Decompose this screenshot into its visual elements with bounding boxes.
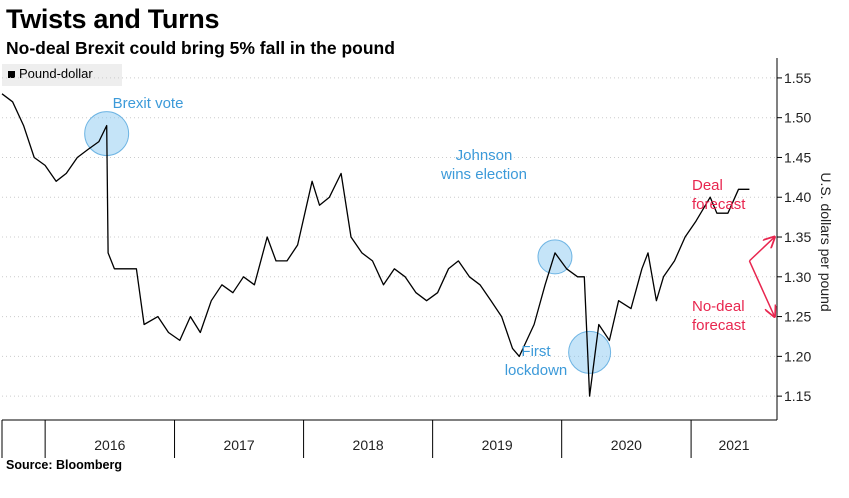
- no-deal-forecast-arrow: [748, 260, 774, 317]
- legend: [2, 64, 122, 86]
- x-tick-label: 2019: [482, 437, 513, 453]
- y-tick-label: 1.35: [784, 229, 811, 245]
- y-axis-label: U.S. dollars per pound: [818, 172, 834, 311]
- annotation-text: First: [521, 343, 551, 360]
- x-tick-label: 2021: [718, 437, 749, 453]
- legend-label: Pound-dollar: [19, 66, 93, 81]
- y-tick-label: 1.15: [784, 388, 811, 404]
- x-tick-label: 2017: [223, 437, 254, 453]
- x-tick-label: 2018: [353, 437, 384, 453]
- annotation-text: forecast: [692, 196, 746, 213]
- annotation-text: Deal: [692, 177, 723, 194]
- x-tick-label: 2016: [94, 437, 125, 453]
- highlight-circle: [568, 330, 612, 374]
- annotation-text: Johnson: [456, 147, 513, 164]
- source-note: Source: Bloomberg: [6, 458, 122, 472]
- y-tick-label: 1.55: [784, 70, 811, 86]
- legend-swatch: [8, 71, 15, 78]
- x-tick-label: 2020: [611, 437, 642, 453]
- y-tick-label: 1.25: [784, 309, 811, 325]
- y-tick-label: 1.40: [784, 189, 811, 205]
- chart-subtitle: No-deal Brexit could bring 5% fall in th…: [6, 38, 395, 58]
- annotation-text: lockdown: [505, 362, 568, 379]
- pound-dollar-line: [1, 93, 750, 397]
- annotation-text: wins election: [440, 166, 527, 183]
- annotation-text: Brexit vote: [113, 95, 184, 112]
- y-tick-label: 1.50: [784, 110, 811, 126]
- y-tick-label: 1.20: [784, 348, 811, 364]
- y-tick-label: 1.45: [784, 149, 811, 165]
- chart-title: Twists and Turns: [6, 4, 220, 34]
- annotation-text: forecast: [692, 317, 746, 334]
- annotation-text: No-deal: [692, 298, 745, 315]
- deal-forecast-arrow: [748, 237, 774, 262]
- y-tick-label: 1.30: [784, 269, 811, 285]
